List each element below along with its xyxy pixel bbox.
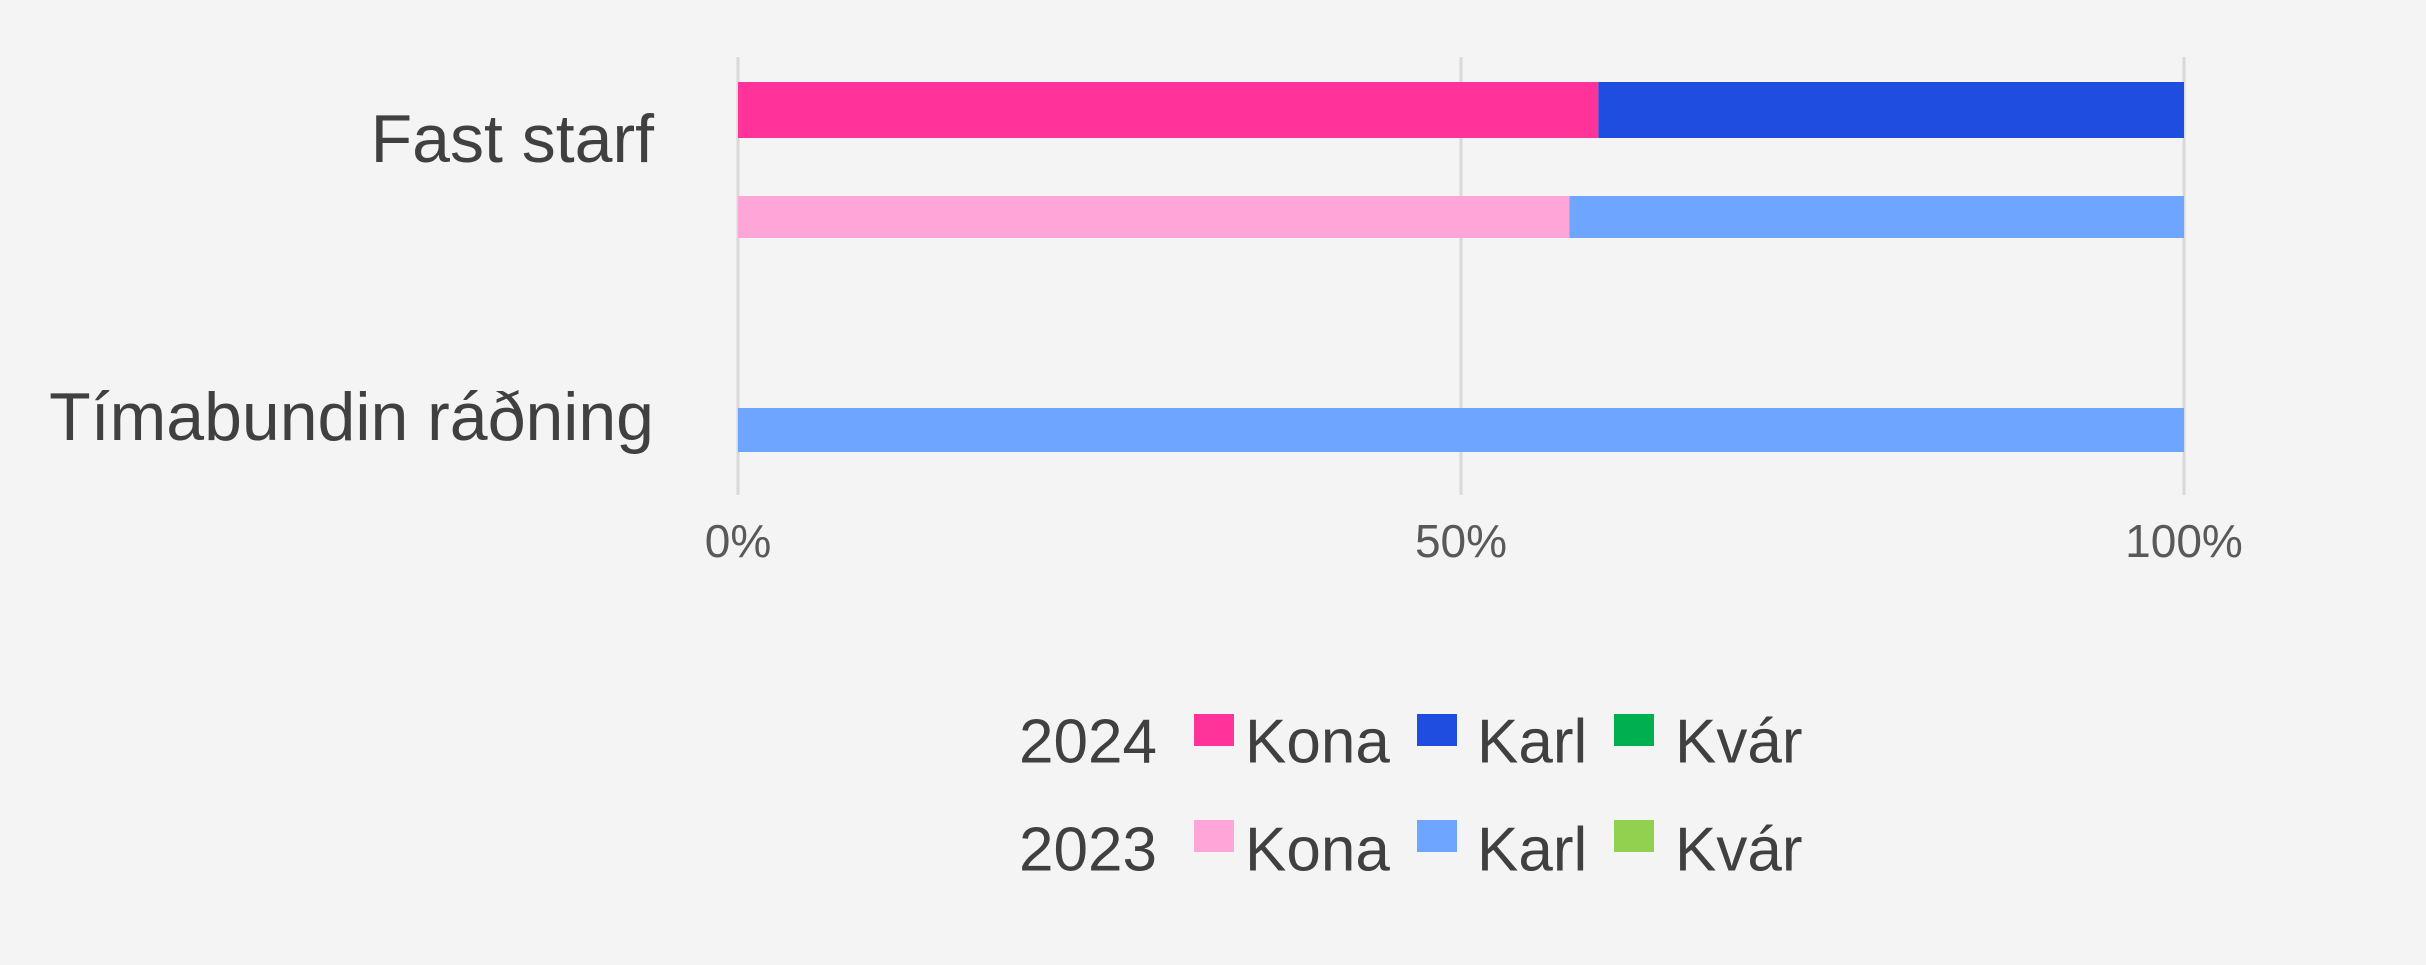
legend-label: Karl (1477, 707, 1587, 776)
x-tick-label: 100% (2125, 515, 2243, 567)
bar-segment (1598, 82, 2184, 138)
category-label: Fast starf (371, 101, 654, 177)
legend-label: Kona (1245, 815, 1390, 884)
legend-label: Kvár (1675, 815, 1802, 884)
legend-swatch (1614, 714, 1654, 746)
bar-segment (738, 82, 1599, 138)
legend-swatch (1194, 714, 1234, 746)
legend-label: Karl (1477, 815, 1587, 884)
legend-swatch (1194, 820, 1234, 852)
legend-label: Kona (1245, 707, 1390, 776)
legend-label: Kvár (1675, 707, 1802, 776)
x-tick-label: 0% (705, 515, 771, 567)
legend-group-label: 2024 (1019, 707, 1157, 776)
category-label: Tímabundin ráðning (49, 379, 654, 455)
legend-swatch (1417, 714, 1457, 746)
bar-segment (738, 196, 1570, 238)
legend-swatch (1614, 820, 1654, 852)
legend-group-label: 2023 (1019, 815, 1157, 884)
x-tick-label: 50% (1415, 515, 1507, 567)
legend-swatch (1417, 820, 1457, 852)
bar-segment (738, 408, 2184, 452)
bar-segment (1569, 196, 2184, 238)
